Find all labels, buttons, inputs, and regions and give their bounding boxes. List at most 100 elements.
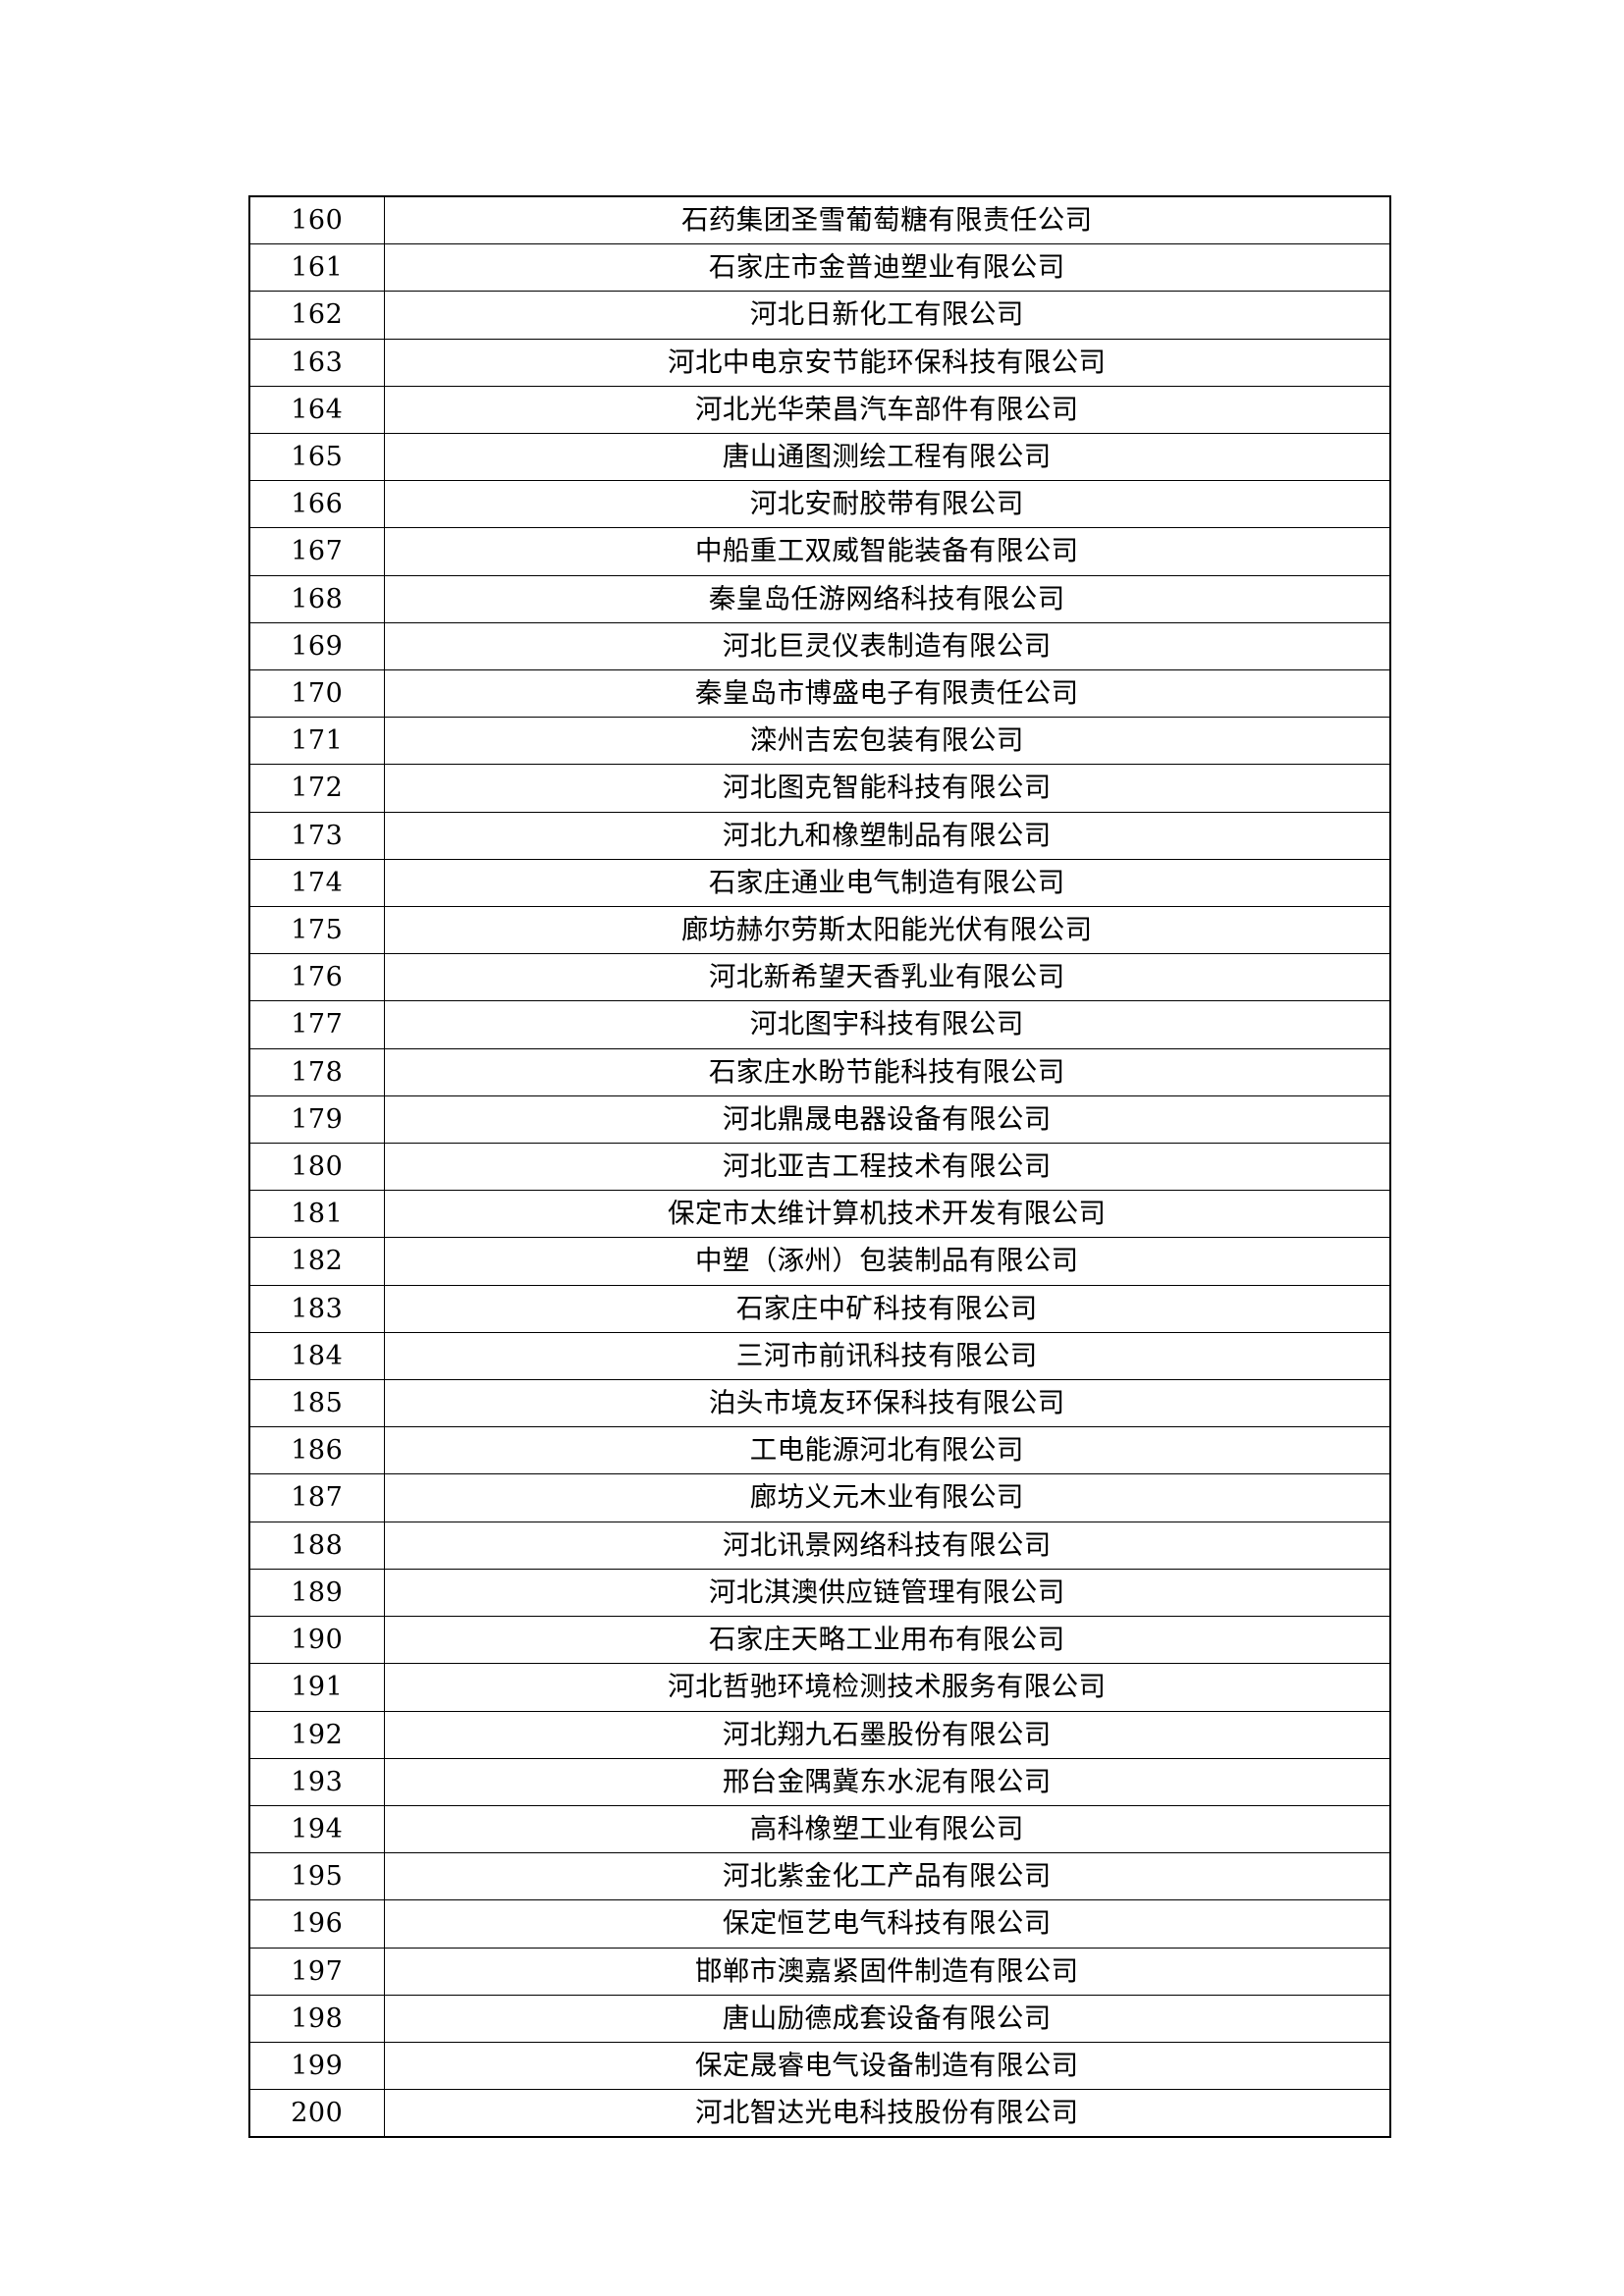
table-row: 170 秦皇岛市博盛电子有限责任公司 (248, 669, 1391, 719)
company-name-cell: 中塑（涿州）包装制品有限公司 (383, 1237, 1391, 1286)
table-row: 172 河北图克智能科技有限公司 (248, 764, 1391, 813)
company-name-cell: 邢台金隅冀东水泥有限公司 (383, 1757, 1391, 1806)
table-row: 196 保定恒艺电气科技有限公司 (248, 1899, 1391, 1949)
row-index-cell: 166 (248, 480, 385, 529)
row-index-cell: 189 (248, 1568, 385, 1618)
company-name-cell: 保定晟睿电气设备制造有限公司 (383, 2041, 1391, 2091)
row-index-cell: 199 (248, 2041, 385, 2091)
company-list-table: 160 石药集团圣雪葡萄糖有限责任公司 161 石家庄市金普迪塑业有限公司 162 河北日… (248, 195, 1391, 2139)
company-name-cell: 河北图宇科技有限公司 (383, 1000, 1391, 1049)
table-row: 160 石药集团圣雪葡萄糖有限责任公司 (248, 195, 1391, 245)
company-name-cell: 河北哲驰环境检测技术服务有限公司 (383, 1663, 1391, 1712)
company-name-cell: 秦皇岛任游网络科技有限公司 (383, 574, 1391, 623)
row-index-cell: 194 (248, 1804, 385, 1854)
table-row: 163 河北中电京安节能环保科技有限公司 (248, 338, 1391, 387)
row-index-cell: 193 (248, 1757, 385, 1806)
row-index-cell: 198 (248, 1994, 385, 2043)
table-row: 178 石家庄水盼节能科技有限公司 (248, 1047, 1391, 1096)
row-index-cell: 191 (248, 1663, 385, 1712)
table-row: 193 邢台金隅冀东水泥有限公司 (248, 1757, 1391, 1806)
table-row: 174 石家庄通业电气制造有限公司 (248, 858, 1391, 908)
row-index-cell: 162 (248, 291, 385, 340)
company-name-cell: 河北淇澳供应链管理有限公司 (383, 1568, 1391, 1618)
table-row: 171 滦州吉宏包装有限公司 (248, 717, 1391, 766)
table-row: 173 河北九和橡塑制品有限公司 (248, 811, 1391, 860)
table-row: 188 河北讯景网络科技有限公司 (248, 1521, 1391, 1570)
row-index-cell: 174 (248, 858, 385, 908)
row-index-cell: 179 (248, 1095, 385, 1145)
table-row: 195 河北紫金化工产品有限公司 (248, 1852, 1391, 1901)
company-name-cell: 三河市前讯科技有限公司 (383, 1331, 1391, 1381)
table-row: 194 高科橡塑工业有限公司 (248, 1804, 1391, 1854)
row-index-cell: 161 (248, 243, 385, 293)
row-index-cell: 182 (248, 1237, 385, 1286)
company-name-cell: 廊坊义元木业有限公司 (383, 1473, 1391, 1522)
table-row: 179 河北鼎晟电器设备有限公司 (248, 1095, 1391, 1145)
company-name-cell: 河北紫金化工产品有限公司 (383, 1852, 1391, 1901)
table-row: 180 河北亚吉工程技术有限公司 (248, 1143, 1391, 1192)
table-row: 162 河北日新化工有限公司 (248, 291, 1391, 340)
table-row: 191 河北哲驰环境检测技术服务有限公司 (248, 1663, 1391, 1712)
company-name-cell: 河北中电京安节能环保科技有限公司 (383, 338, 1391, 387)
company-name-cell: 河北翔九石墨股份有限公司 (383, 1710, 1391, 1759)
table-row: 182 中塑（涿州）包装制品有限公司 (248, 1237, 1391, 1286)
row-index-cell: 187 (248, 1473, 385, 1522)
row-index-cell: 195 (248, 1852, 385, 1901)
table-row: 198 唐山励德成套设备有限公司 (248, 1994, 1391, 2043)
row-index-cell: 196 (248, 1899, 385, 1949)
row-index-cell: 192 (248, 1710, 385, 1759)
company-name-cell: 石家庄水盼节能科技有限公司 (383, 1047, 1391, 1096)
row-index-cell: 197 (248, 1947, 385, 1996)
table-row: 192 河北翔九石墨股份有限公司 (248, 1710, 1391, 1759)
company-name-cell: 河北智达光电科技股份有限公司 (383, 2089, 1391, 2139)
company-name-cell: 河北九和橡塑制品有限公司 (383, 811, 1391, 860)
company-name-cell: 河北巨灵仪表制造有限公司 (383, 621, 1391, 671)
row-index-cell: 165 (248, 433, 385, 482)
table-row: 190 石家庄天略工业用布有限公司 (248, 1616, 1391, 1665)
row-index-cell: 169 (248, 621, 385, 671)
table-row: 176 河北新希望天香乳业有限公司 (248, 953, 1391, 1002)
company-name-cell: 河北安耐胶带有限公司 (383, 480, 1391, 529)
row-index-cell: 175 (248, 906, 385, 955)
table-row: 186 工电能源河北有限公司 (248, 1426, 1391, 1475)
company-name-cell: 河北讯景网络科技有限公司 (383, 1521, 1391, 1570)
table-row: 164 河北光华荣昌汽车部件有限公司 (248, 385, 1391, 435)
company-name-cell: 石家庄中矿科技有限公司 (383, 1284, 1391, 1333)
company-name-cell: 河北鼎晟电器设备有限公司 (383, 1095, 1391, 1145)
row-index-cell: 177 (248, 1000, 385, 1049)
company-list-table-container: 160 石药集团圣雪葡萄糖有限责任公司 161 石家庄市金普迪塑业有限公司 162 河北日… (248, 195, 1391, 2139)
company-name-cell: 保定市太维计算机技术开发有限公司 (383, 1190, 1391, 1239)
company-name-cell: 河北日新化工有限公司 (383, 291, 1391, 340)
company-name-cell: 保定恒艺电气科技有限公司 (383, 1899, 1391, 1949)
company-name-cell: 石家庄通业电气制造有限公司 (383, 858, 1391, 908)
company-name-cell: 邯郸市澳嘉紧固件制造有限公司 (383, 1947, 1391, 1996)
table-row: 167 中船重工双威智能装备有限公司 (248, 527, 1391, 576)
row-index-cell: 183 (248, 1284, 385, 1333)
row-index-cell: 160 (248, 195, 385, 245)
company-name-cell: 河北亚吉工程技术有限公司 (383, 1143, 1391, 1192)
company-name-cell: 石家庄天略工业用布有限公司 (383, 1616, 1391, 1665)
table-row: 189 河北淇澳供应链管理有限公司 (248, 1568, 1391, 1618)
table-row: 200 河北智达光电科技股份有限公司 (248, 2089, 1391, 2139)
company-name-cell: 石家庄市金普迪塑业有限公司 (383, 243, 1391, 293)
company-name-cell: 泊头市境友环保科技有限公司 (383, 1379, 1391, 1428)
company-name-cell: 河北图克智能科技有限公司 (383, 764, 1391, 813)
company-name-cell: 高科橡塑工业有限公司 (383, 1804, 1391, 1854)
table-row: 166 河北安耐胶带有限公司 (248, 480, 1391, 529)
company-name-cell: 廊坊赫尔劳斯太阳能光伏有限公司 (383, 906, 1391, 955)
table-row: 177 河北图宇科技有限公司 (248, 1000, 1391, 1049)
table-row: 199 保定晟睿电气设备制造有限公司 (248, 2041, 1391, 2091)
table-row: 161 石家庄市金普迪塑业有限公司 (248, 243, 1391, 293)
company-name-cell: 中船重工双威智能装备有限公司 (383, 527, 1391, 576)
row-index-cell: 172 (248, 764, 385, 813)
row-index-cell: 178 (248, 1047, 385, 1096)
table-row: 185 泊头市境友环保科技有限公司 (248, 1379, 1391, 1428)
table-row: 168 秦皇岛任游网络科技有限公司 (248, 574, 1391, 623)
company-name-cell: 滦州吉宏包装有限公司 (383, 717, 1391, 766)
row-index-cell: 188 (248, 1521, 385, 1570)
row-index-cell: 167 (248, 527, 385, 576)
row-index-cell: 168 (248, 574, 385, 623)
company-name-cell: 河北光华荣昌汽车部件有限公司 (383, 385, 1391, 435)
table-row: 184 三河市前讯科技有限公司 (248, 1331, 1391, 1381)
